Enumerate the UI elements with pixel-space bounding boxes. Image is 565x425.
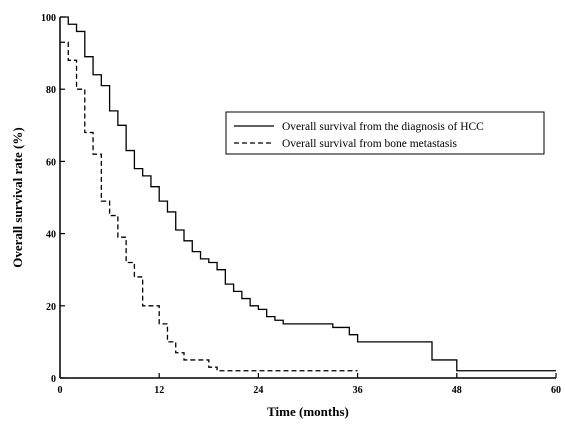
- y-tick-label: 40: [46, 230, 56, 241]
- y-tick-label: 80: [46, 85, 56, 96]
- x-tick-label: 36: [353, 385, 363, 396]
- x-axis-title: Time (months): [267, 404, 349, 419]
- legend: Overall survival from the diagnosis of H…: [225, 111, 545, 155]
- series-layer: [60, 16, 556, 372]
- x-tick-label: 12: [154, 385, 164, 396]
- legend-label-bone: Overall survival from bone metastasis: [282, 138, 458, 150]
- y-tick-label: 0: [51, 374, 56, 385]
- x-tick-label: 60: [551, 385, 561, 396]
- y-tick-label: 20: [46, 302, 56, 313]
- x-tick-label: 0: [58, 385, 63, 396]
- x-ticks: 0 12 24 36 48 60: [58, 373, 561, 396]
- axes: [59, 17, 556, 379]
- y-ticks: 0 20 40 60 80 100: [41, 13, 65, 385]
- y-tick-label: 60: [46, 157, 56, 168]
- x-tick-label: 24: [253, 385, 263, 396]
- legend-label-hcc: Overall survival from the diagnosis of H…: [282, 121, 484, 133]
- y-axis-title: Overall survival rate (%): [10, 127, 25, 267]
- x-tick-label: 48: [452, 385, 462, 396]
- series-line-hcc: [60, 16, 556, 372]
- y-tick-label: 100: [41, 13, 56, 24]
- series-line-bone: [60, 41, 358, 372]
- legend-box: [225, 111, 545, 155]
